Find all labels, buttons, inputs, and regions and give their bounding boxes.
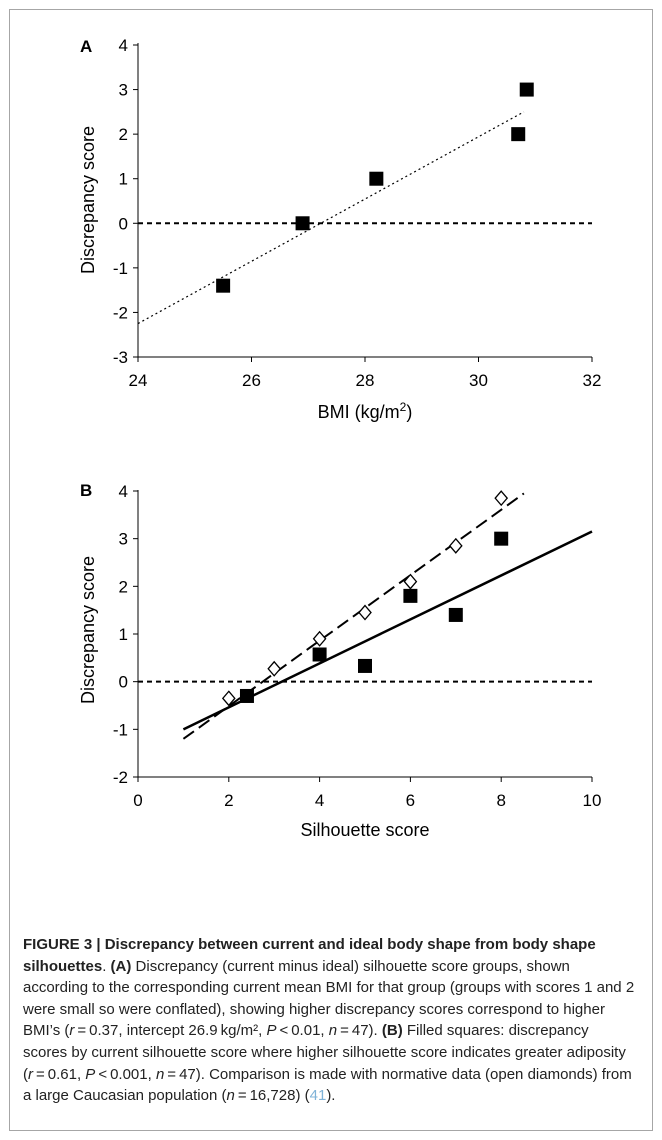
y-tick-label: 3 bbox=[119, 81, 128, 100]
x-tick-label: 32 bbox=[583, 371, 602, 390]
caption-text: Discrepancy (current minus ideal) silhou… bbox=[23, 957, 635, 1040]
y-tick-label: -2 bbox=[113, 303, 128, 322]
caption-text: = 47). bbox=[337, 1022, 382, 1040]
y-tick-label: 4 bbox=[119, 36, 128, 55]
y-axis-label-a: Discrepancy score bbox=[78, 126, 98, 274]
caption-reference-link[interactable]: 41 bbox=[309, 1087, 327, 1105]
data-point-square bbox=[369, 171, 384, 186]
panel-label-a: A bbox=[80, 37, 92, 56]
caption-stat: P bbox=[85, 1065, 96, 1083]
caption-stat: n bbox=[155, 1065, 165, 1083]
caption-stat: r bbox=[28, 1065, 33, 1083]
caption-text: = 0.37, intercept 26.9 kg/m², bbox=[74, 1022, 267, 1040]
data-point-square bbox=[295, 216, 310, 231]
caption-panel-a-ref: (A) bbox=[110, 957, 132, 975]
caption-stat: P bbox=[266, 1022, 277, 1040]
x-tick-label: 24 bbox=[129, 371, 148, 390]
caption-text: < 0.01, bbox=[276, 1022, 329, 1040]
y-tick-label: 0 bbox=[119, 214, 128, 233]
x-tick-label: 26 bbox=[242, 371, 261, 390]
data-point-square bbox=[519, 82, 534, 97]
caption-text: = 16,728) ( bbox=[234, 1087, 310, 1105]
x-axis-label-a: BMI (kg/m2) bbox=[318, 400, 413, 422]
caption-stat: n bbox=[226, 1087, 235, 1105]
figure-frame bbox=[9, 9, 653, 1131]
y-tick-label: -3 bbox=[113, 348, 128, 367]
caption-text: = 0.61, bbox=[33, 1065, 86, 1083]
caption-text: = 47). Comparison is made with normative… bbox=[23, 1065, 632, 1105]
x-tick-label: 30 bbox=[469, 371, 488, 390]
caption-panel-b-ref: (B) bbox=[381, 1022, 403, 1040]
caption-text: < 0.001, bbox=[95, 1065, 156, 1083]
caption-title: FIGURE 3 | Discrepancy between current a… bbox=[23, 936, 596, 975]
x-tick-label: 28 bbox=[356, 371, 375, 390]
y-tick-label: -1 bbox=[113, 259, 128, 278]
figure-caption: FIGURE 3 | Discrepancy between current a… bbox=[23, 934, 635, 1107]
data-point-square bbox=[511, 127, 526, 142]
caption-stat: n bbox=[328, 1022, 338, 1040]
caption-text: . bbox=[102, 957, 111, 975]
y-tick-label: 2 bbox=[119, 125, 128, 144]
caption-stat: r bbox=[69, 1022, 75, 1040]
y-tick-label: 1 bbox=[119, 170, 128, 189]
data-point-square bbox=[216, 278, 231, 293]
caption-text: Filled squares: discrepancy scores by cu… bbox=[23, 1022, 626, 1083]
caption-text: ). bbox=[326, 1087, 336, 1105]
trend-line-a bbox=[137, 111, 525, 325]
